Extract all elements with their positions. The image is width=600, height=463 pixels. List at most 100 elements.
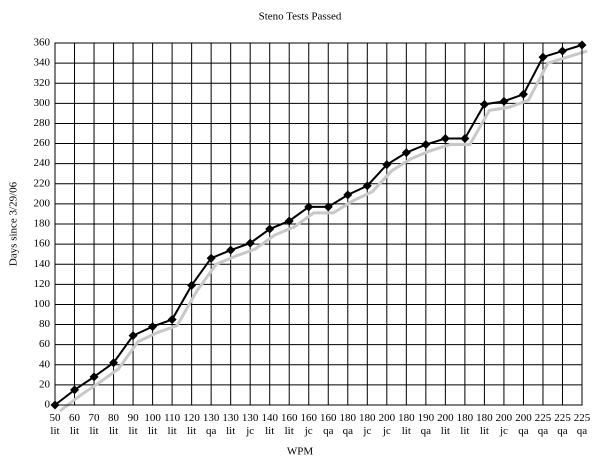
x-tick-label-line: 200 bbox=[437, 412, 454, 424]
y-tick-label: 20 bbox=[39, 378, 51, 390]
x-tick-label-line: 200 bbox=[379, 412, 396, 424]
x-tick-label-line: 200 bbox=[496, 412, 513, 424]
x-tick-label: 160 lit bbox=[281, 412, 298, 437]
y-tick-label: 100 bbox=[34, 298, 51, 310]
x-tick-label-line: lit bbox=[460, 425, 469, 437]
line-shadow bbox=[59, 49, 588, 413]
x-tick-label-line: jc bbox=[499, 425, 508, 437]
x-tick-label: 60 lit bbox=[69, 412, 81, 437]
marker bbox=[128, 331, 138, 341]
x-tick-label-line: jc bbox=[245, 425, 254, 437]
x-tick-label: 180 lit bbox=[398, 412, 415, 437]
x-tick-label-line: lit bbox=[168, 425, 177, 437]
x-tick-label-line: jc bbox=[304, 425, 313, 437]
x-tick-label: 160 jc bbox=[300, 412, 317, 437]
x-tick-label-line: lit bbox=[285, 425, 294, 437]
x-tick-label: 200 jc bbox=[379, 412, 396, 437]
x-tick-label-line: qa bbox=[343, 425, 354, 437]
x-tick-label-line: 180 bbox=[359, 412, 376, 424]
x-tick-label-line: qa bbox=[557, 425, 568, 437]
marker bbox=[557, 46, 567, 56]
marker bbox=[304, 202, 314, 212]
y-tick-label: 160 bbox=[34, 238, 51, 250]
x-tick-label-line: lit bbox=[148, 425, 157, 437]
x-tick-label: 200 lit bbox=[437, 412, 454, 437]
plot-border bbox=[54, 42, 583, 406]
x-tick-label-line: 130 bbox=[203, 412, 220, 424]
marker bbox=[167, 315, 177, 325]
marker bbox=[284, 216, 294, 226]
marker bbox=[70, 385, 80, 395]
x-tick-label-line: qa bbox=[577, 425, 588, 437]
marker bbox=[343, 190, 353, 200]
y-tick-label: 280 bbox=[34, 117, 51, 129]
marker bbox=[323, 202, 333, 212]
x-tick-label: 180 qa bbox=[340, 412, 357, 437]
x-tick-label: 180 jc bbox=[359, 412, 376, 437]
x-tick-label: 200 jc bbox=[496, 412, 513, 437]
marker bbox=[499, 96, 509, 106]
marker bbox=[362, 181, 372, 191]
x-tick-label-line: 90 bbox=[128, 412, 140, 424]
x-tick-label-line: lit bbox=[50, 425, 59, 437]
x-tick-label-line: 110 bbox=[164, 412, 181, 424]
x-tick-label-line: 130 bbox=[222, 412, 239, 424]
y-tick-label: 200 bbox=[34, 197, 51, 209]
x-tick-label-line: qa bbox=[323, 425, 334, 437]
x-tick-label-line: 225 bbox=[574, 412, 591, 424]
x-tick-label-line: qa bbox=[206, 425, 217, 437]
y-tick-label: 180 bbox=[34, 218, 51, 230]
y-tick-label: 320 bbox=[34, 77, 51, 89]
x-tick-label: 90 lit bbox=[128, 412, 140, 437]
x-tick-label-line: lit bbox=[402, 425, 411, 437]
x-tick-label-line: lit bbox=[480, 425, 489, 437]
y-tick-label: 80 bbox=[39, 318, 51, 330]
y-tick-label: 360 bbox=[34, 37, 51, 49]
x-tick-label-line: qa bbox=[518, 425, 529, 437]
x-tick-label: 160 qa bbox=[320, 412, 337, 437]
x-tick-label-line: 180 bbox=[476, 412, 493, 424]
x-tick-label-line: 160 bbox=[320, 412, 337, 424]
y-tick-label: 60 bbox=[39, 338, 51, 350]
x-tick-label: 120 lit bbox=[183, 412, 200, 437]
x-tick-label-line: 225 bbox=[554, 412, 571, 424]
chart-title: Steno Tests Passed bbox=[259, 11, 342, 23]
y-tick-label: 40 bbox=[39, 358, 51, 370]
line bbox=[54, 44, 583, 406]
x-tick-label-line: lit bbox=[128, 425, 137, 437]
x-tick-label: 200 qa bbox=[515, 412, 532, 437]
y-tick-label: 140 bbox=[34, 258, 51, 270]
x-tick-label-line: 200 bbox=[515, 412, 532, 424]
marker bbox=[479, 99, 489, 109]
y-axis-label: Days since 3/29/06 bbox=[8, 181, 20, 266]
x-tick-label: 80 lit bbox=[108, 412, 120, 437]
y-tick-label: 260 bbox=[34, 137, 51, 149]
x-tick-label-line: 120 bbox=[183, 412, 200, 424]
x-tick-label-line: 160 bbox=[281, 412, 298, 424]
x-tick-label: 50 lit bbox=[50, 412, 62, 437]
x-tick-label-line: lit bbox=[89, 425, 98, 437]
x-tick-label-line: 70 bbox=[89, 412, 101, 424]
marker bbox=[518, 89, 528, 99]
x-tick-label: 70 lit bbox=[89, 412, 101, 437]
x-tick-label: 140 lit bbox=[261, 412, 278, 437]
x-tick-label: 225 qa bbox=[554, 412, 571, 437]
x-tick-label-line: 180 bbox=[340, 412, 357, 424]
marker bbox=[421, 140, 431, 150]
marker bbox=[226, 245, 236, 255]
marker bbox=[460, 134, 470, 144]
x-tick-label-line: 225 bbox=[535, 412, 552, 424]
x-tick-label-line: lit bbox=[109, 425, 118, 437]
x-tick-label: 130 lit bbox=[222, 412, 239, 437]
x-tick-label-line: jc bbox=[362, 425, 371, 437]
x-tick-label-line: 180 bbox=[398, 412, 415, 424]
y-tick-label: 120 bbox=[34, 278, 51, 290]
y-tick-label: 240 bbox=[34, 157, 51, 169]
marker bbox=[401, 148, 411, 158]
x-tick-label-line: 100 bbox=[144, 412, 161, 424]
marker bbox=[538, 52, 548, 62]
marker bbox=[440, 134, 450, 144]
y-tick-label: 340 bbox=[34, 57, 51, 69]
x-tick-label: 190 qa bbox=[418, 412, 435, 437]
x-tick-label-line: 60 bbox=[69, 412, 81, 424]
